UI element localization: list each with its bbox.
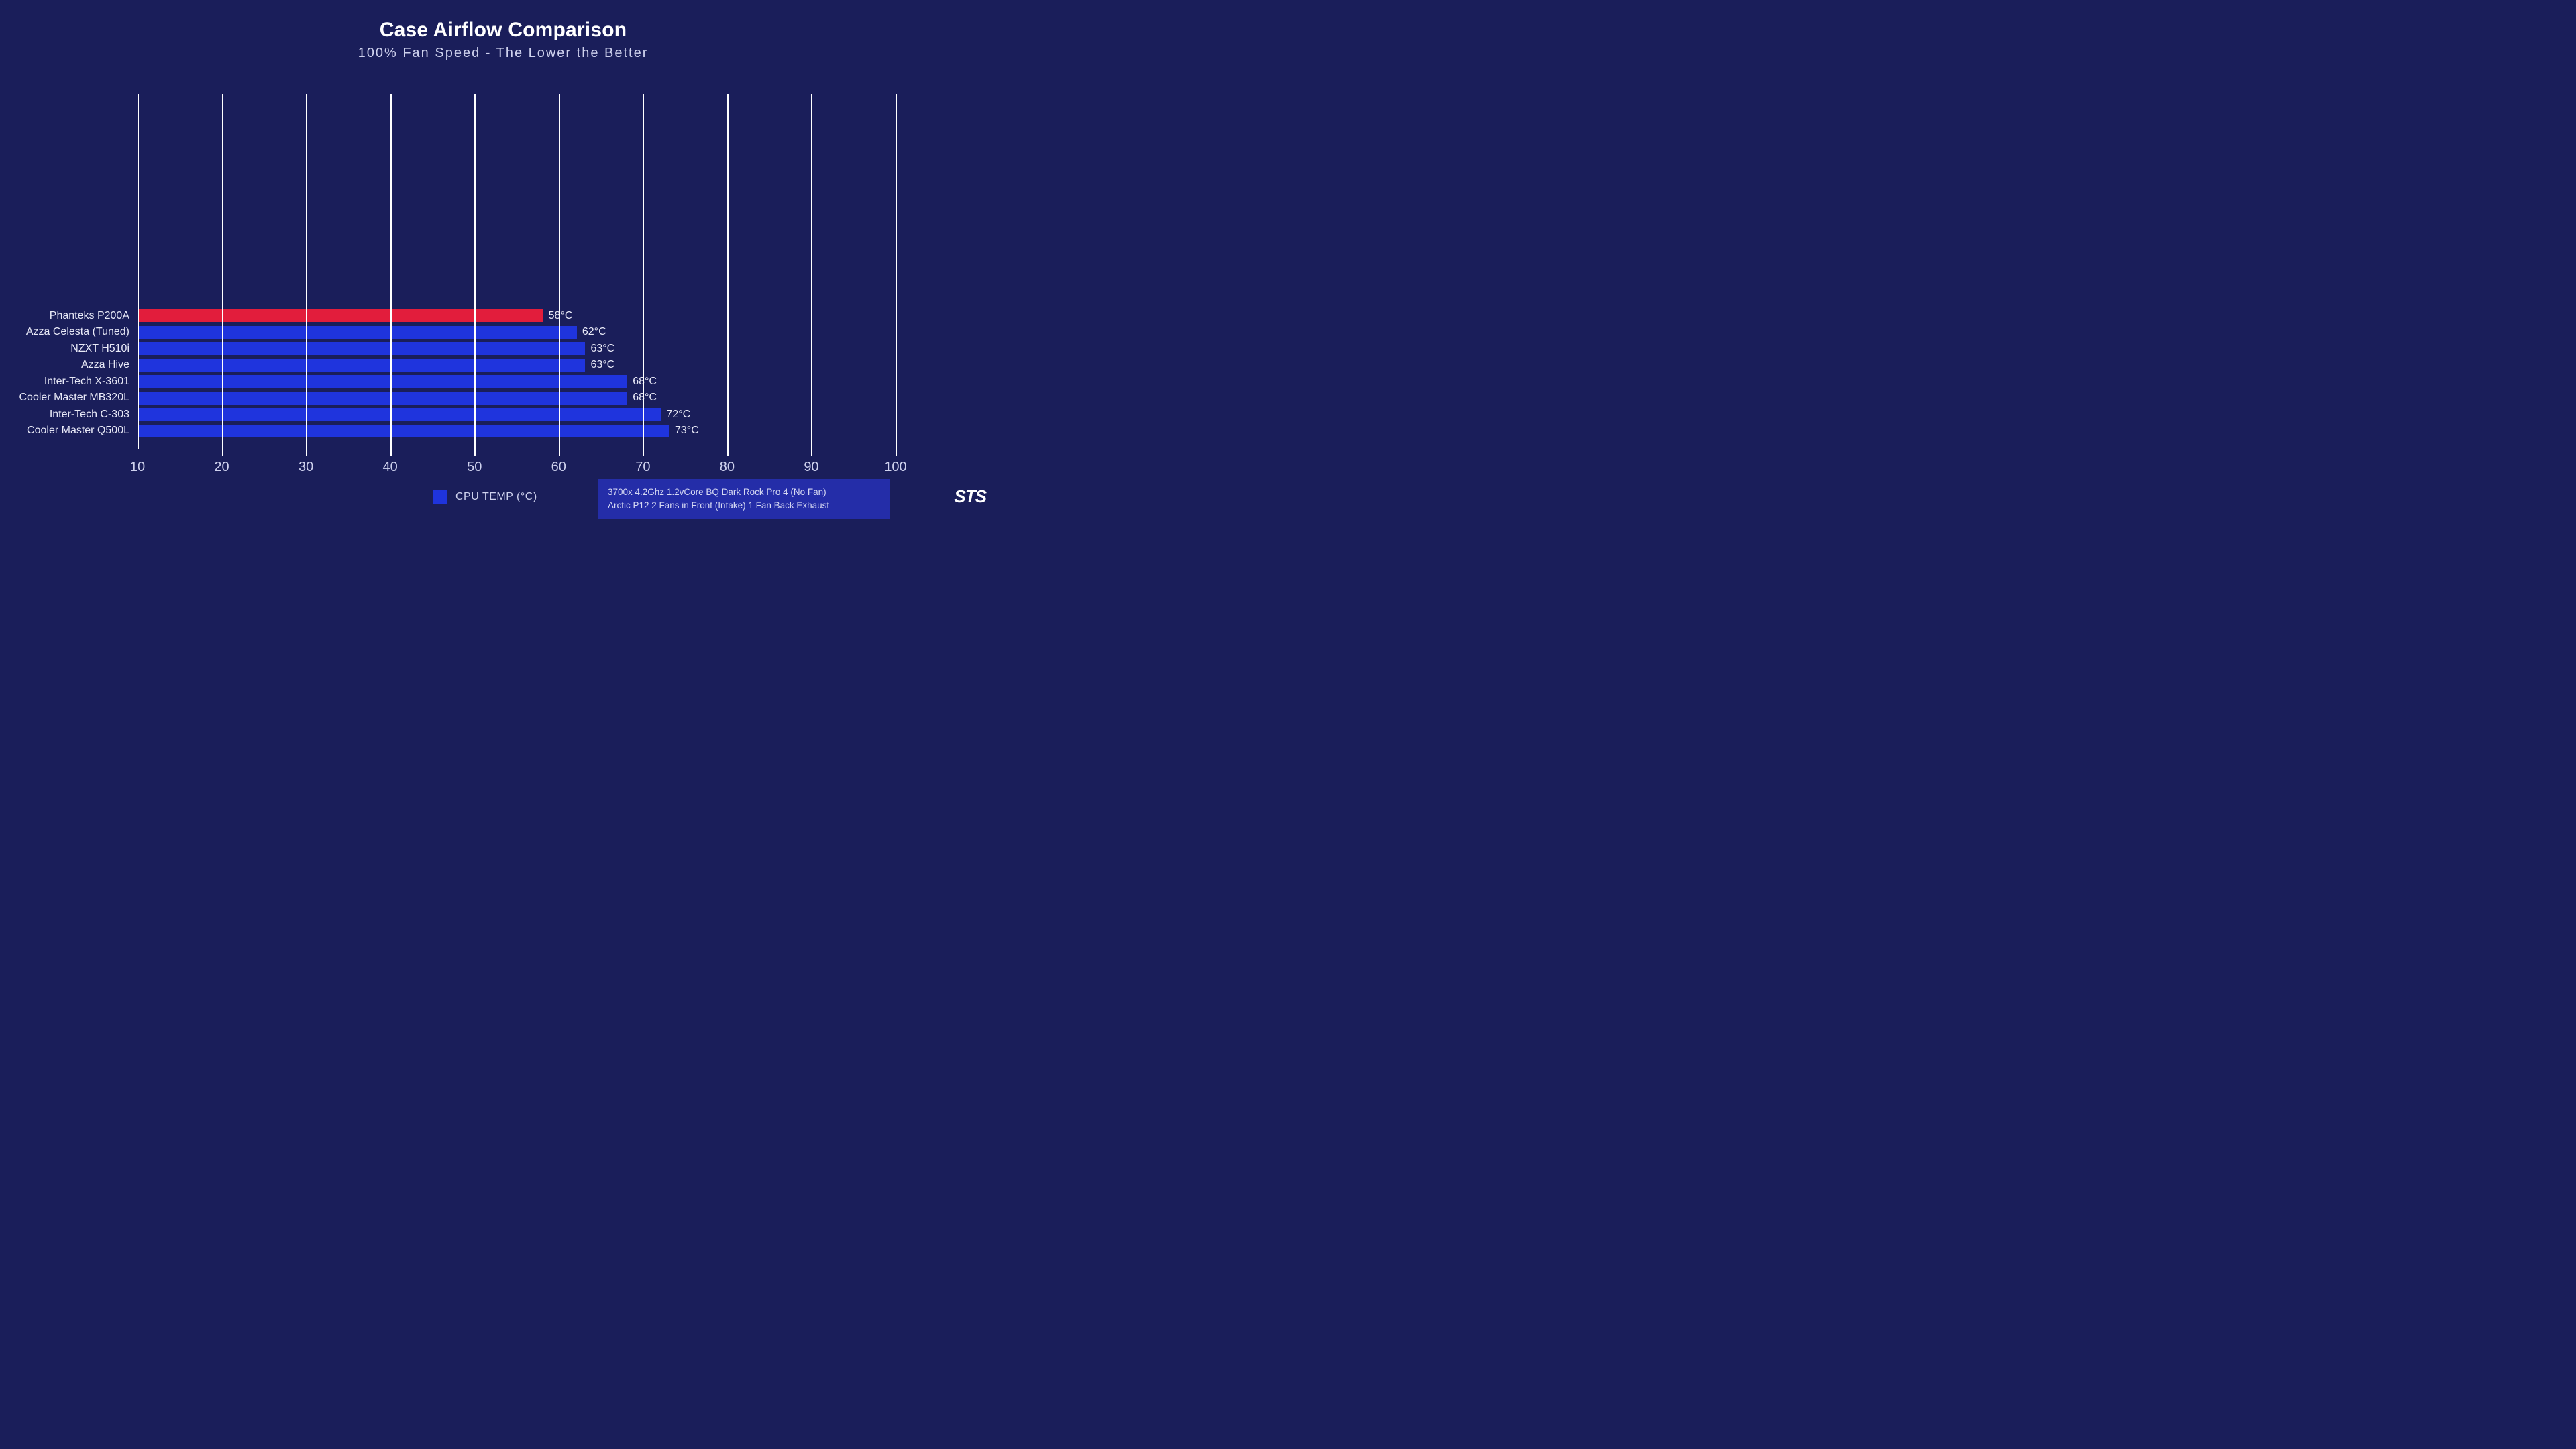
bar-row: Phanteks P200A58°C	[139, 309, 896, 323]
test-config-note: 3700x 4.2Ghz 1.2vCore BQ Dark Rock Pro 4…	[598, 479, 890, 519]
chart-canvas: Case Airflow Comparison 100% Fan Speed -…	[0, 0, 1006, 566]
bar-value: 72°C	[661, 409, 690, 421]
bar-row: NZXT H510i63°C	[139, 341, 896, 356]
gridline	[811, 94, 812, 456]
chart-title: Case Airflow Comparison	[0, 19, 1006, 42]
x-tick-label: 40	[383, 460, 398, 475]
bar-value: 68°C	[627, 392, 657, 404]
bar	[139, 425, 669, 437]
bar-value: 58°C	[543, 310, 573, 322]
x-tick-label: 100	[884, 460, 906, 475]
plot-area: Phanteks P200A58°C Azza Celesta (Tuned)62…	[138, 94, 896, 449]
bar	[139, 408, 661, 421]
bar-row: Inter-Tech C-30372°C	[139, 407, 896, 421]
x-tick-label: 90	[804, 460, 818, 475]
x-tick-label: 80	[720, 460, 735, 475]
note-line-1: 3700x 4.2Ghz 1.2vCore BQ Dark Rock Pro 4…	[608, 486, 881, 499]
legend-swatch	[433, 490, 447, 504]
gridline	[222, 94, 223, 456]
bar-row: Cooler Master MB320L68°C	[139, 391, 896, 405]
legend: CPU TEMP (°C)	[433, 490, 537, 504]
gridline	[643, 94, 644, 456]
gridline	[474, 94, 476, 456]
x-tick-label: 20	[214, 460, 229, 475]
gridline	[896, 94, 897, 456]
x-tick-label: 30	[299, 460, 313, 475]
bar-row: Inter-Tech X-360168°C	[139, 374, 896, 388]
bar-row: Cooler Master Q500L73°C	[139, 424, 896, 438]
bar-label: Inter-Tech C-303	[50, 409, 139, 421]
bar-value: 68°C	[627, 376, 657, 388]
brand-logo: STS	[954, 486, 986, 507]
bar-label: Cooler Master MB320L	[19, 392, 139, 404]
x-tick-label: 50	[467, 460, 482, 475]
bar-row: Azza Hive63°C	[139, 358, 896, 372]
bar-label: Cooler Master Q500L	[27, 425, 139, 437]
bar	[139, 359, 585, 372]
legend-label: CPU TEMP (°C)	[455, 491, 537, 503]
x-tick-label: 60	[551, 460, 566, 475]
bar-label: NZXT H510i	[70, 343, 139, 355]
bar-value: 63°C	[585, 343, 614, 355]
note-line-2: Arctic P12 2 Fans in Front (Intake) 1 Fa…	[608, 499, 881, 513]
bar-value: 62°C	[577, 326, 606, 338]
bars-container: Phanteks P200A58°C Azza Celesta (Tuned)62…	[139, 309, 896, 440]
bar-label: Phanteks P200A	[50, 310, 139, 322]
gridline	[306, 94, 307, 456]
bar-label: Azza Hive	[81, 359, 139, 371]
x-tick-label: 10	[130, 460, 145, 475]
gridline	[390, 94, 392, 456]
bar-row: Azza Celesta (Tuned)62°C	[139, 325, 896, 339]
bar-label: Inter-Tech X-3601	[44, 376, 139, 388]
x-tick-label: 70	[635, 460, 650, 475]
bar	[139, 392, 627, 405]
bar-label: Azza Celesta (Tuned)	[26, 326, 139, 338]
chart-subtitle: 100% Fan Speed - The Lower the Better	[0, 46, 1006, 61]
bar	[139, 326, 577, 339]
gridline	[559, 94, 560, 456]
bar-value: 63°C	[585, 359, 614, 371]
bar	[139, 375, 627, 388]
bar	[139, 342, 585, 355]
bar	[139, 309, 543, 322]
gridline	[727, 94, 729, 456]
bar-value: 73°C	[669, 425, 699, 437]
